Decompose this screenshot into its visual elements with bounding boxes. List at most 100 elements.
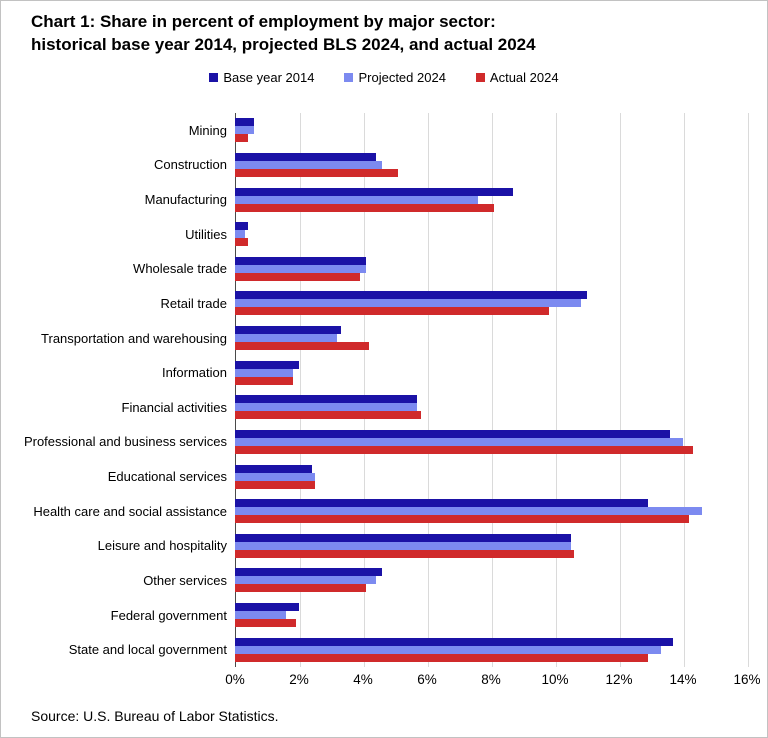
category-row: Mining bbox=[1, 113, 747, 148]
bar-base-year-2014 bbox=[235, 256, 367, 265]
bar-projected-2024 bbox=[235, 541, 571, 550]
category-row: Federal government bbox=[1, 598, 747, 633]
bar-actual-2024 bbox=[235, 376, 293, 385]
category-label: Educational services bbox=[107, 469, 227, 485]
bar-projected-2024 bbox=[235, 576, 376, 585]
bar-projected-2024 bbox=[235, 160, 383, 169]
category-row: Utilities bbox=[1, 217, 747, 252]
chart-title-line2: historical base year 2014, projected BLS… bbox=[31, 35, 536, 54]
bar-base-year-2014 bbox=[235, 395, 418, 404]
legend-item: Base year 2014 bbox=[209, 70, 314, 85]
bar-base-year-2014 bbox=[235, 360, 299, 369]
bar-actual-2024 bbox=[235, 307, 549, 316]
x-tick-label: 12% bbox=[605, 672, 633, 687]
category-label: Utilities bbox=[185, 226, 227, 242]
bar-base-year-2014 bbox=[235, 637, 674, 646]
bar-base-year-2014 bbox=[235, 499, 648, 508]
bar-actual-2024 bbox=[235, 653, 648, 662]
bar-actual-2024 bbox=[235, 238, 248, 247]
legend-label: Projected 2024 bbox=[358, 70, 446, 85]
bar-group bbox=[235, 222, 747, 247]
category-row: Information bbox=[1, 355, 747, 390]
gridline bbox=[364, 113, 365, 667]
bar-group bbox=[235, 256, 747, 281]
bar-projected-2024 bbox=[235, 611, 287, 620]
x-axis-ticks: 0% 2% 4% 6% 8% 10% 12% 14% 16% bbox=[225, 672, 760, 690]
bar-group bbox=[235, 118, 747, 143]
bar-base-year-2014 bbox=[235, 222, 248, 231]
bar-group bbox=[235, 395, 747, 420]
x-tick-label: 4% bbox=[353, 672, 373, 687]
category-label: Wholesale trade bbox=[133, 261, 227, 277]
legend-label: Base year 2014 bbox=[223, 70, 315, 85]
legend-swatch bbox=[209, 73, 219, 82]
x-tick-label: 8% bbox=[481, 672, 501, 687]
category-label: Professional and business services bbox=[23, 434, 227, 450]
category-row: Health care and social assistance bbox=[1, 494, 747, 529]
bar-actual-2024 bbox=[235, 619, 296, 628]
category-label: Federal government bbox=[110, 607, 227, 623]
bar-base-year-2014 bbox=[235, 464, 312, 473]
bar-projected-2024 bbox=[235, 507, 703, 516]
x-tick-label: 6% bbox=[417, 672, 437, 687]
category-row: Manufacturing bbox=[1, 182, 747, 217]
bar-projected-2024 bbox=[235, 264, 367, 273]
category-row: Financial activities bbox=[1, 390, 747, 425]
bar-projected-2024 bbox=[235, 230, 245, 239]
x-tick-label: 0% bbox=[225, 672, 245, 687]
legend: Base year 2014 Projected 2024 Actual 2024 bbox=[1, 70, 767, 85]
bar-base-year-2014 bbox=[235, 533, 571, 542]
bar-base-year-2014 bbox=[235, 429, 671, 438]
bar-group bbox=[235, 429, 747, 454]
gridline bbox=[556, 113, 557, 667]
category-label: Construction bbox=[154, 157, 227, 173]
gridline bbox=[620, 113, 621, 667]
bar-projected-2024 bbox=[235, 437, 683, 446]
bar-actual-2024 bbox=[235, 549, 575, 558]
bar-base-year-2014 bbox=[235, 326, 341, 335]
category-label: Health care and social assistance bbox=[33, 503, 227, 519]
bar-actual-2024 bbox=[235, 342, 370, 351]
category-label: Transportation and warehousing bbox=[41, 330, 227, 346]
category-row: Retail trade bbox=[1, 286, 747, 321]
category-label: Leisure and hospitality bbox=[97, 538, 227, 554]
category-label: Retail trade bbox=[160, 295, 227, 311]
legend-label: Actual 2024 bbox=[489, 70, 559, 85]
bar-base-year-2014 bbox=[235, 152, 376, 161]
bar-base-year-2014 bbox=[235, 187, 514, 196]
category-row: Other services bbox=[1, 563, 747, 598]
gridline bbox=[492, 113, 493, 667]
gridline bbox=[748, 113, 749, 667]
category-row: Educational services bbox=[1, 459, 747, 494]
bar-projected-2024 bbox=[235, 126, 255, 135]
category-row: Wholesale trade bbox=[1, 252, 747, 287]
gridline bbox=[428, 113, 429, 667]
bar-actual-2024 bbox=[235, 445, 693, 454]
bar-projected-2024 bbox=[235, 368, 293, 377]
bar-actual-2024 bbox=[235, 272, 360, 281]
category-row: State and local government bbox=[1, 632, 747, 667]
category-row: Transportation and warehousing bbox=[1, 321, 747, 356]
bar-group bbox=[235, 568, 747, 593]
category-label: Other services bbox=[143, 572, 227, 588]
x-tick-label: 2% bbox=[289, 672, 309, 687]
legend-swatch bbox=[475, 73, 485, 82]
bar-base-year-2014 bbox=[235, 568, 383, 577]
bar-actual-2024 bbox=[235, 134, 248, 143]
bar-projected-2024 bbox=[235, 645, 661, 654]
bar-group bbox=[235, 533, 747, 558]
bar-group bbox=[235, 603, 747, 628]
bar-group bbox=[235, 291, 747, 316]
bar-group bbox=[235, 187, 747, 212]
legend-swatch bbox=[344, 73, 354, 82]
x-tick-label: 10% bbox=[541, 672, 569, 687]
bar-projected-2024 bbox=[235, 299, 581, 308]
bar-group bbox=[235, 152, 747, 177]
chart-title-line1: Chart 1: Share in percent of employment … bbox=[31, 12, 496, 31]
legend-item: Actual 2024 bbox=[475, 70, 559, 85]
category-label: Financial activities bbox=[121, 399, 228, 415]
bar-actual-2024 bbox=[235, 411, 421, 420]
bar-group bbox=[235, 499, 747, 524]
bar-projected-2024 bbox=[235, 195, 479, 204]
